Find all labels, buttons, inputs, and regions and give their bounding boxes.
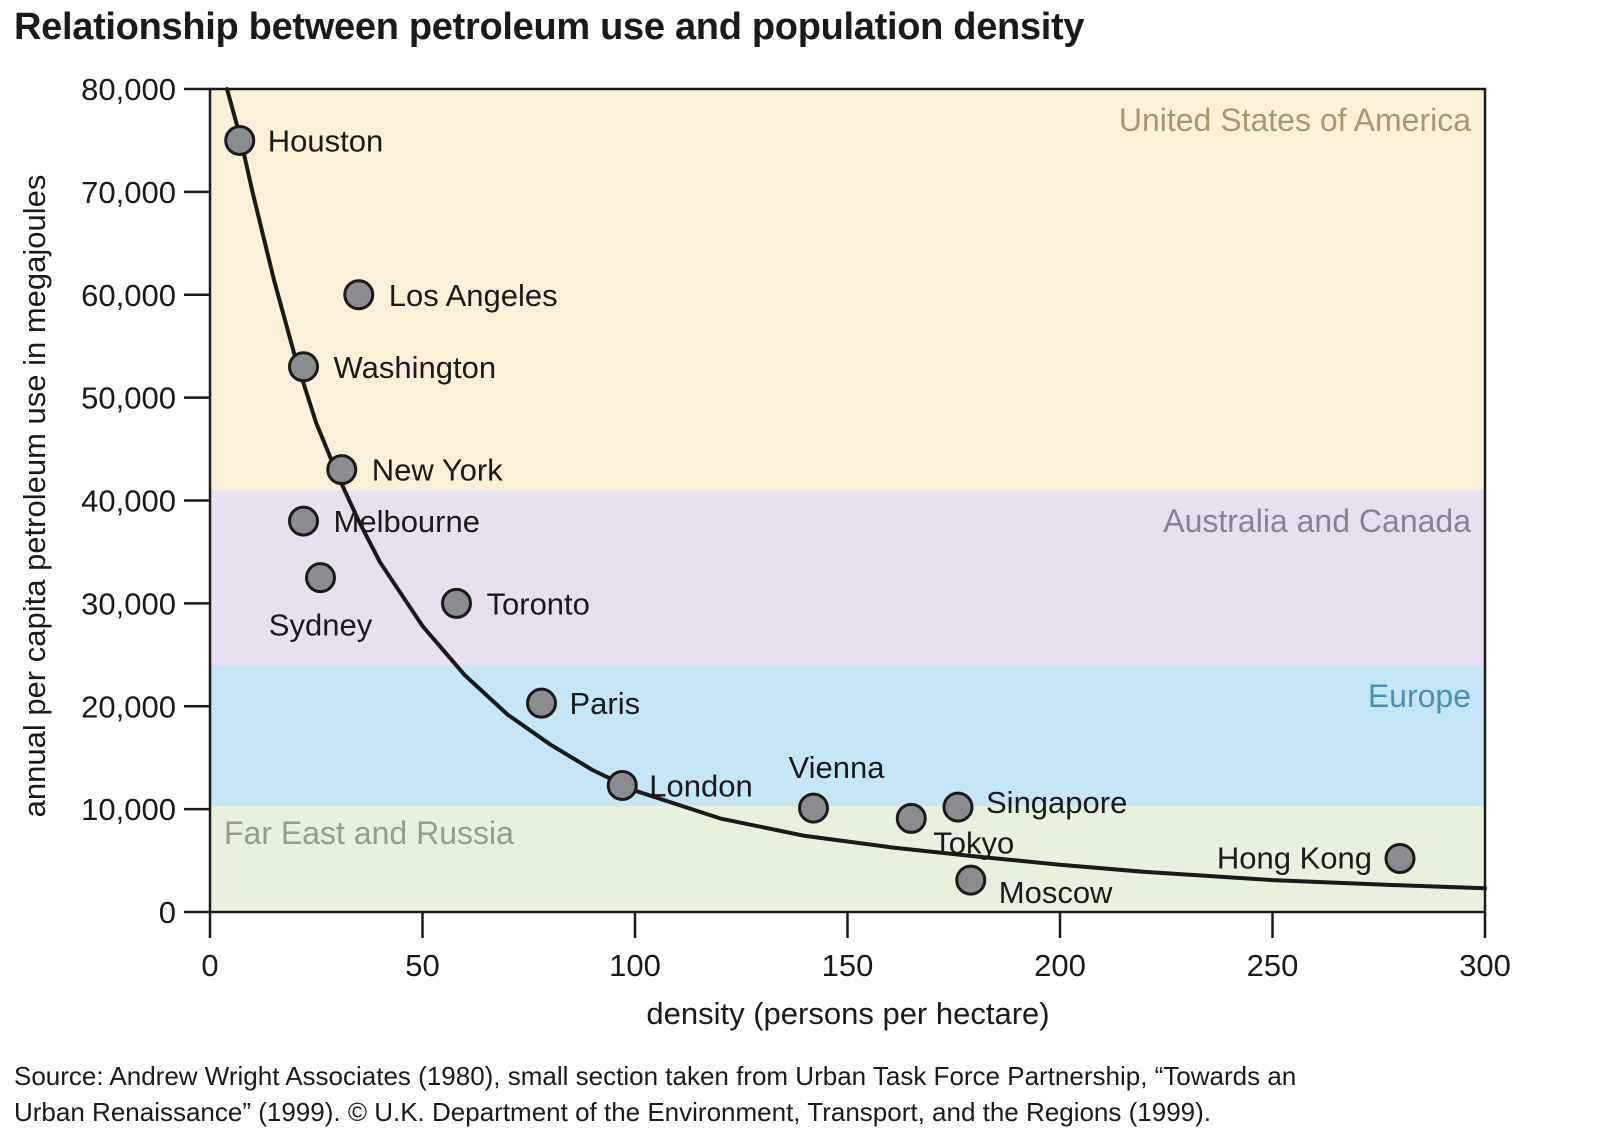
source-note: Source: Andrew Wright Associates (1980),… — [14, 1058, 1584, 1130]
data-point — [343, 279, 375, 311]
x-tick-label: 50 — [405, 948, 439, 983]
source-note-line-1: Source: Andrew Wright Associates (1980),… — [14, 1061, 1297, 1091]
x-tick-label: 300 — [1459, 948, 1511, 983]
data-point-label: Toronto — [487, 586, 590, 621]
y-axis-label: annual per capita petroleum use in megaj… — [17, 175, 52, 818]
axes: 0 10,000 20,000 30,000 40,000 50,000 60,000 70,… — [81, 72, 1511, 983]
y-tick-label: 20,000 — [81, 689, 176, 724]
y-tick-label: 10,000 — [81, 792, 176, 827]
y-tick-label: 0 — [159, 895, 176, 930]
data-point — [955, 864, 987, 896]
data-point-label: Melbourne — [334, 504, 480, 539]
data-point-label: Washington — [334, 350, 497, 385]
data-points: Houston Los Angeles Washington New York Melb… — [224, 123, 1416, 910]
data-point-label: Houston — [268, 123, 383, 158]
y-tick-label: 60,000 — [81, 278, 176, 313]
trend-curve — [225, 87, 1487, 891]
data-point-label: Moscow — [999, 875, 1113, 910]
data-point — [798, 792, 829, 824]
chart-title: Relationship between petroleum use and p… — [14, 6, 1085, 48]
data-point — [942, 791, 974, 823]
x-tick-label: 0 — [201, 948, 218, 983]
data-point-label: Tokyo — [933, 825, 1014, 860]
x-tick-label: 100 — [609, 948, 661, 983]
data-point — [441, 587, 472, 619]
x-tick-label: 200 — [1034, 948, 1086, 983]
region-band-labels: United States of America Australia and Ca… — [224, 102, 1471, 851]
data-point-label: London — [649, 768, 752, 803]
x-tick-label: 150 — [822, 948, 874, 983]
region-band — [210, 806, 1485, 912]
region-band-label: Far East and Russia — [224, 815, 514, 851]
data-point-label: Los Angeles — [389, 278, 558, 313]
region-band-label: United States of America — [1119, 102, 1471, 138]
region-band-label: Europe — [1368, 678, 1471, 714]
region-band — [210, 490, 1485, 666]
y-tick-label: 30,000 — [81, 586, 176, 621]
region-band — [210, 665, 1485, 807]
x-tick-label: 250 — [1247, 948, 1299, 983]
data-point-label: Singapore — [986, 785, 1127, 820]
data-point — [288, 505, 319, 537]
data-point — [326, 454, 358, 486]
data-point — [288, 351, 319, 383]
data-point-label: Hong Kong — [1217, 841, 1372, 876]
y-tick-label: 50,000 — [81, 381, 176, 416]
data-point — [1384, 843, 1416, 875]
y-tick-label: 70,000 — [81, 175, 176, 210]
data-point-label: New York — [372, 453, 503, 488]
data-point-label: Vienna — [789, 750, 886, 785]
data-point — [606, 769, 638, 801]
region-band-label: Australia and Canada — [1163, 503, 1471, 539]
data-point-label: Paris — [570, 686, 641, 721]
region-bands — [210, 89, 1485, 912]
x-axis-label: density (persons per hectare) — [646, 996, 1049, 1031]
data-point — [224, 124, 256, 156]
data-point — [305, 562, 336, 594]
source-note-line-2: Urban Renaissance” (1999). © U.K. Depart… — [14, 1097, 1211, 1127]
region-band — [210, 89, 1485, 491]
y-tick-label: 80,000 — [81, 72, 176, 107]
data-point — [526, 687, 557, 719]
data-point-label: Sydney — [269, 608, 373, 643]
trend-curve-line — [225, 87, 1487, 891]
data-point — [895, 802, 927, 834]
y-tick-label: 40,000 — [81, 484, 176, 519]
